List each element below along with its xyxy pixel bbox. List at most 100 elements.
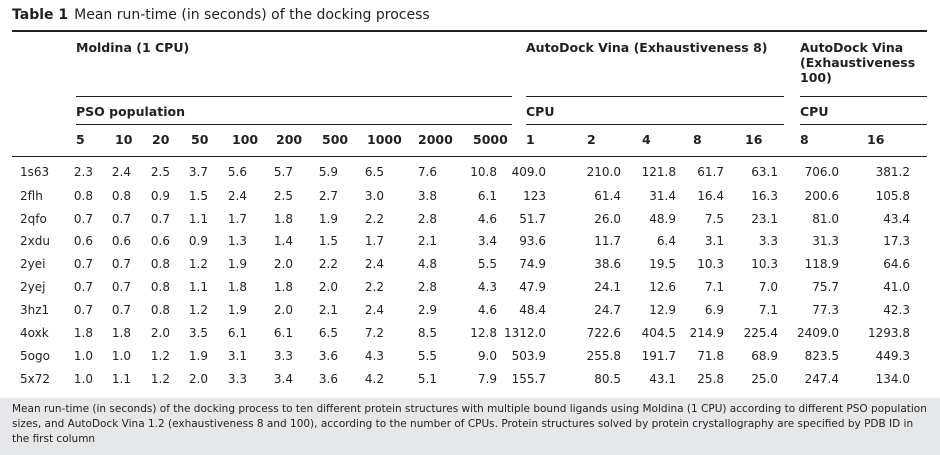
table-cell: 17.3 <box>883 234 910 248</box>
table-cell: 63.1 <box>751 165 778 179</box>
table-cell: 74.9 <box>519 257 546 271</box>
table-cell: 0.7 <box>111 303 131 317</box>
table-cell: 0.8 <box>111 189 131 203</box>
table-cell: 123 <box>523 189 546 203</box>
table-cell: 1.3 <box>227 234 247 248</box>
row-label-pdb-id: 1s63 <box>20 165 50 179</box>
table-cell: 4.3 <box>364 349 384 363</box>
table-cell: 10.3 <box>697 257 724 271</box>
table-cell: 1.8 <box>227 280 247 294</box>
table-cell: 1.8 <box>111 326 131 340</box>
column-header: 10 <box>115 132 133 147</box>
table-cell: 0.6 <box>150 234 170 248</box>
table-cell: 2.5 <box>150 165 170 179</box>
table-cell: 38.6 <box>594 257 621 271</box>
group-header-moldina: Moldina (1 CPU) <box>76 40 190 55</box>
table-cell: 134.0 <box>875 372 910 386</box>
group-rule-vina-8 <box>526 96 784 97</box>
table-cell: 1.5 <box>318 234 338 248</box>
column-header: 5 <box>76 132 85 147</box>
subgroup-rule-cpu-8 <box>526 124 784 125</box>
table-cell: 7.6 <box>417 165 437 179</box>
table-cell: 3.1 <box>227 349 247 363</box>
table-cell: 1293.8 <box>868 326 910 340</box>
table-cell: 0.9 <box>188 234 208 248</box>
table-cell: 155.7 <box>511 372 546 386</box>
table-cell: 2.4 <box>364 303 384 317</box>
table-cell: 6.5 <box>318 326 338 340</box>
row-label-pdb-id: 2qfo <box>20 212 47 226</box>
table-cell: 0.7 <box>150 212 170 226</box>
table-cell: 2.9 <box>417 303 437 317</box>
table-cell: 3.0 <box>364 189 384 203</box>
table-cell: 19.5 <box>649 257 676 271</box>
table-cell: 2.0 <box>150 326 170 340</box>
table-cell: 404.5 <box>641 326 676 340</box>
table-cell: 0.7 <box>111 280 131 294</box>
footnote-box: Mean run-time (in seconds) of the dockin… <box>0 398 940 455</box>
table-cell: 10.8 <box>470 165 497 179</box>
column-header: 5000 <box>473 132 508 147</box>
table-cell: 10.3 <box>751 257 778 271</box>
table-footnote: Mean run-time (in seconds) of the dockin… <box>12 403 927 445</box>
group-rule-vina-100 <box>800 96 927 97</box>
table-label: Table 1 <box>12 7 69 23</box>
table-cell: 4.3 <box>477 280 497 294</box>
row-label-pdb-id: 5x72 <box>20 372 51 386</box>
table-cell: 2.2 <box>318 257 338 271</box>
table-cell: 61.4 <box>594 189 621 203</box>
table-cell: 1.7 <box>364 234 384 248</box>
table-cell: 80.5 <box>594 372 621 386</box>
table-cell: 1.9 <box>227 303 247 317</box>
column-header: 1000 <box>367 132 402 147</box>
table-cell: 0.6 <box>111 234 131 248</box>
table-cell: 6.1 <box>273 326 293 340</box>
table-cell: 3.1 <box>704 234 724 248</box>
table-cell: 5.6 <box>227 165 247 179</box>
table-cell: 12.9 <box>649 303 676 317</box>
table-cell: 0.7 <box>73 280 93 294</box>
column-header: 4 <box>642 132 651 147</box>
table-cell: 214.9 <box>689 326 724 340</box>
table-cell: 381.2 <box>875 165 910 179</box>
table-cell: 75.7 <box>812 280 839 294</box>
row-label-pdb-id: 2xdu <box>20 234 50 248</box>
column-header: 200 <box>276 132 303 147</box>
table-cell: 3.8 <box>417 189 437 203</box>
table-cell: 3.6 <box>318 372 338 386</box>
table-cell: 2.0 <box>188 372 208 386</box>
table-cell: 4.2 <box>364 372 384 386</box>
row-label-pdb-id: 3hz1 <box>20 303 50 317</box>
table-cell: 1.4 <box>273 234 293 248</box>
table-cell: 2.4 <box>364 257 384 271</box>
subgroup-rule-pso <box>76 124 512 125</box>
column-header: 50 <box>191 132 209 147</box>
subgroup-header-pso: PSO population <box>76 104 185 119</box>
table-cell: 2.1 <box>318 303 338 317</box>
table-cell: 1.2 <box>150 349 170 363</box>
table-cell: 3.4 <box>273 372 293 386</box>
table-cell: 7.1 <box>758 303 778 317</box>
table-cell: 0.8 <box>150 257 170 271</box>
table-cell: 0.8 <box>150 280 170 294</box>
column-header: 2 <box>587 132 596 147</box>
table-cell: 1.0 <box>73 349 93 363</box>
table-cell: 24.1 <box>594 280 621 294</box>
table-cell: 823.5 <box>804 349 839 363</box>
row-label-pdb-id: 4oxk <box>20 326 49 340</box>
table-cell: 81.0 <box>812 212 839 226</box>
table-cell: 7.1 <box>704 280 724 294</box>
table-cell: 2.8 <box>417 280 437 294</box>
table-cell: 43.1 <box>649 372 676 386</box>
table-cell: 225.4 <box>743 326 778 340</box>
table-cell: 3.3 <box>758 234 778 248</box>
table-cell: 2.5 <box>273 189 293 203</box>
column-header: 16 <box>745 132 763 147</box>
table-cell: 8.5 <box>417 326 437 340</box>
table-cell: 51.7 <box>519 212 546 226</box>
table-cell: 1.2 <box>150 372 170 386</box>
table-cell: 61.7 <box>697 165 724 179</box>
table-cell: 3.5 <box>188 326 208 340</box>
table-cell: 1.1 <box>111 372 131 386</box>
table-cell: 210.0 <box>586 165 621 179</box>
